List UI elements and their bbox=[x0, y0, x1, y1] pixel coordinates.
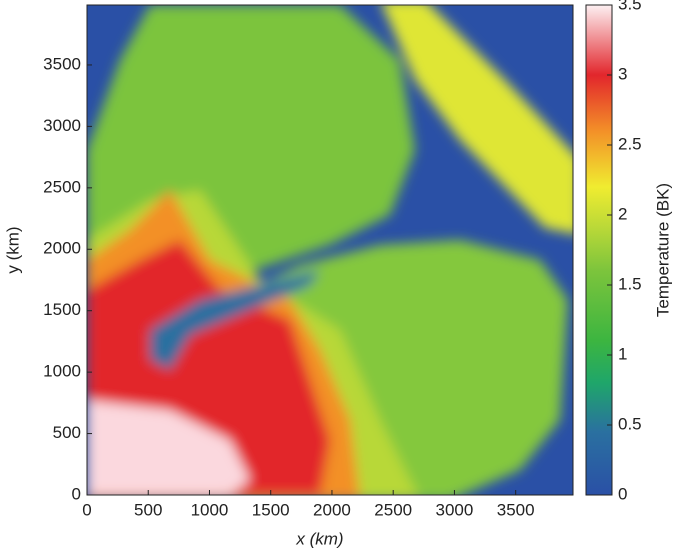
colorbar-tick-label: 0 bbox=[618, 484, 627, 503]
y-tick-label: 3500 bbox=[43, 54, 81, 73]
colorbar-tick-label: 2.5 bbox=[618, 134, 642, 153]
colorbar-tick-label: 0.5 bbox=[618, 414, 642, 433]
y-tick-label: 500 bbox=[53, 423, 81, 442]
x-tick-label: 1000 bbox=[191, 500, 229, 519]
x-tick-label: 3000 bbox=[436, 500, 474, 519]
colorbar-label: Temperature (BK) bbox=[653, 183, 672, 317]
x-tick-label: 2500 bbox=[374, 500, 412, 519]
y-tick-label: 2000 bbox=[43, 239, 81, 258]
colorbar-tick-label: 3.5 bbox=[618, 0, 642, 13]
x-axis-label: x (km) bbox=[295, 529, 343, 548]
colorbar-tick-label: 2 bbox=[618, 204, 627, 223]
y-tick-label: 1500 bbox=[43, 300, 81, 319]
y-axis-label: y (km) bbox=[3, 226, 22, 273]
temperature-field bbox=[87, 5, 573, 495]
y-tick-label: 0 bbox=[72, 484, 81, 503]
x-tick-label: 3500 bbox=[497, 500, 535, 519]
colorbar-tick-label: 3 bbox=[618, 64, 627, 83]
colorbar-tick-label: 1.5 bbox=[618, 274, 642, 293]
x-tick-label: 2000 bbox=[313, 500, 351, 519]
colorbar bbox=[585, 4, 613, 496]
colorbar-tick-label: 1 bbox=[618, 344, 627, 363]
plot-frame bbox=[86, 4, 574, 496]
y-tick-label: 2500 bbox=[43, 177, 81, 196]
y-tick-label: 3000 bbox=[43, 116, 81, 135]
y-tick-label: 1000 bbox=[43, 362, 81, 381]
x-tick-label: 0 bbox=[82, 500, 91, 519]
x-tick-label: 1500 bbox=[252, 500, 290, 519]
x-tick-label: 500 bbox=[134, 500, 162, 519]
